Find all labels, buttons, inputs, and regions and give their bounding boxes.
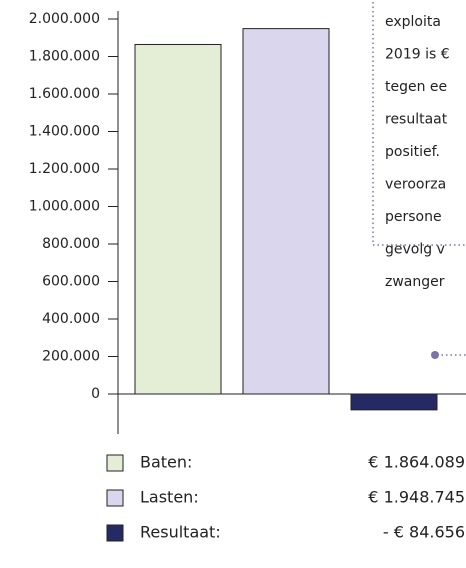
annotation-line: positief. [385, 144, 440, 160]
annotation-line: persone [385, 209, 442, 225]
bar [242, 28, 330, 395]
y-tick-label: 800.000 [42, 236, 100, 252]
annotation-box [372, 0, 466, 246]
legend-label: Baten: [140, 453, 192, 472]
value-label: € 1.948.745 [368, 488, 465, 507]
annotation-line: 2019 is € [385, 47, 450, 63]
y-tick-label: 1.400.000 [29, 124, 100, 140]
y-tick-label: 2.000.000 [29, 11, 100, 27]
y-tick-label: 1.000.000 [29, 199, 100, 215]
legend-swatch [106, 454, 124, 472]
bar [134, 43, 222, 395]
value-label: € 1.864.089 [368, 453, 465, 472]
legend-swatch [106, 489, 124, 507]
bar [350, 393, 438, 411]
annotation-line: veroorza [385, 177, 446, 193]
y-tick-label: 1.200.000 [29, 161, 100, 177]
y-tick-label: 1.600.000 [29, 86, 100, 102]
y-tick-label: 600.000 [42, 274, 100, 290]
y-tick-label: 400.000 [42, 311, 100, 327]
annotation-line: tegen ee [385, 79, 447, 95]
connector-dot [431, 351, 439, 359]
value-label: - € 84.656 [383, 523, 465, 542]
legend-label: Resultaat: [140, 523, 221, 542]
annotation-line: zwanger [385, 274, 445, 290]
annotation-line: gevolg v [385, 242, 445, 258]
y-tick-label: 0 [91, 386, 100, 402]
legend-swatch [106, 524, 124, 542]
y-tick-label: 200.000 [42, 349, 100, 365]
annotation-line: resultaat [385, 112, 448, 128]
legend-label: Lasten: [140, 488, 199, 507]
annotation-line: exploita [385, 14, 441, 30]
y-tick-label: 1.800.000 [29, 49, 100, 65]
